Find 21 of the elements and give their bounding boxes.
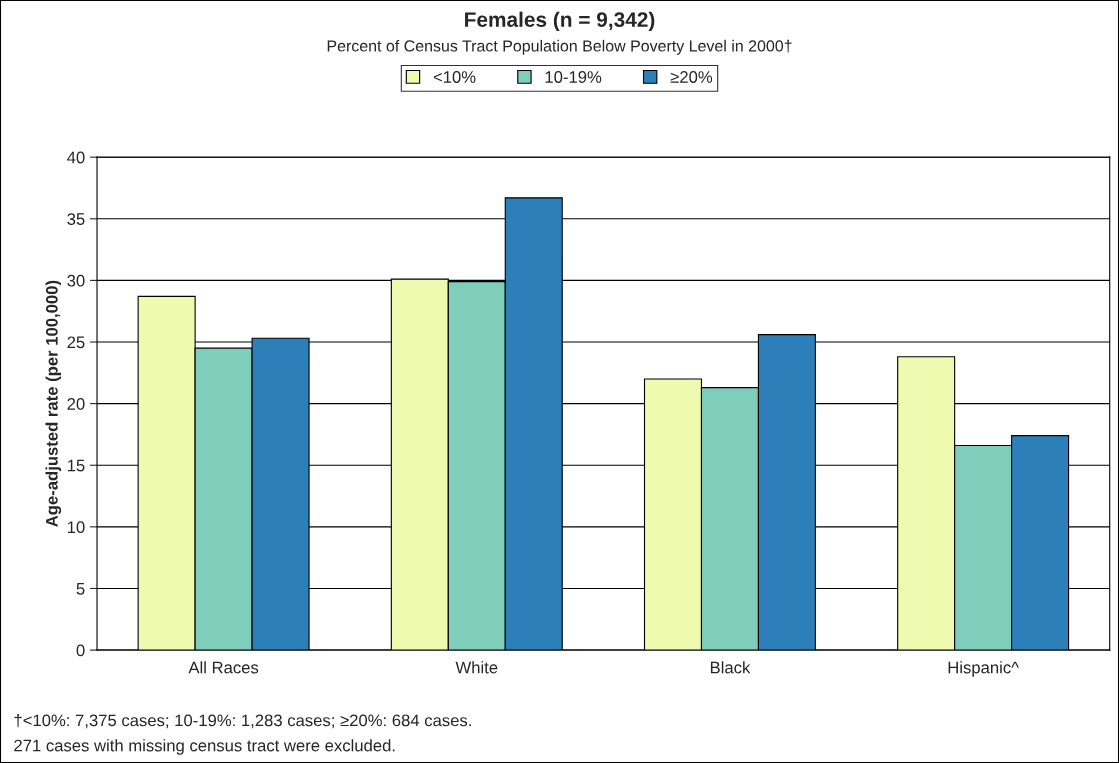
y-tick-label: 0 [76,644,85,657]
legend-label: <10% [433,71,476,83]
x-tick-label: All Races [188,661,259,674]
legend-label: ≥20% [670,71,713,83]
y-tick-label: 25 [67,336,85,349]
y-axis-title: Age-adjusted rate (per 100,000) [45,280,62,527]
text: 271 cases with missing census tract were excluded. [14,739,395,755]
text: †<10%: 7,375 cases; 10-19%: 1,283 cases; ≥20%: 684 cases. [14,714,471,729]
chart-subtitle: Percent of Census Tract Population Below Poverty Level in 2000† [327,39,792,55]
y-tick-label: 15 [67,459,85,472]
y-tick-label: 40 [67,151,85,164]
y-tick-label: 35 [67,213,85,225]
x-tick-label: White [455,661,498,674]
x-tick-label: Hispanic^ [948,661,1019,677]
y-tick-label: 10 [67,521,85,534]
y-tick-label: 5 [76,583,85,595]
y-tick-label: 30 [67,274,85,287]
y-tick-label: 20 [67,398,85,410]
x-tick-label: Black [710,661,751,674]
chart-title: Females (n = 9,342) [465,11,655,32]
legend-label: 10-19% [545,71,602,83]
